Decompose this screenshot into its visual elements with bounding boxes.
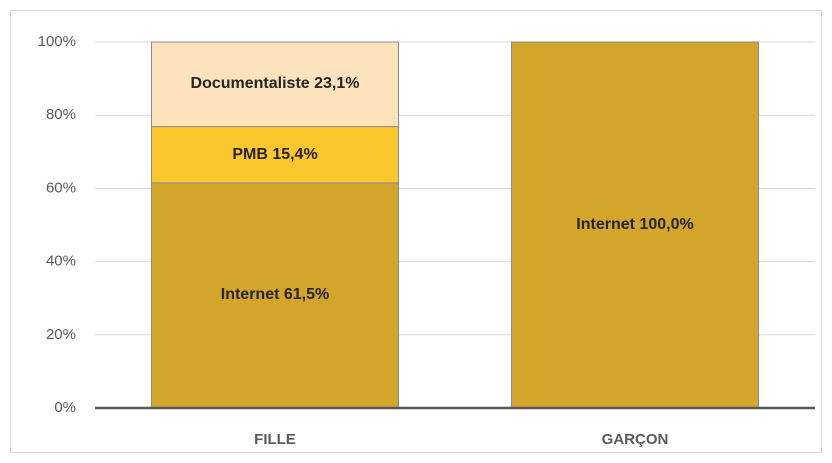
y-tick-label: 60% — [46, 179, 76, 196]
y-tick-label: 0% — [54, 399, 76, 416]
data-label: Documentaliste 23,1% — [190, 75, 360, 93]
bar-segment — [511, 41, 759, 409]
y-tick-label: 80% — [46, 106, 76, 123]
y-tick-label: 100% — [38, 33, 76, 50]
bar-segment — [151, 41, 399, 128]
x-tick-label: GARÇON — [602, 431, 669, 448]
y-tick-label: 20% — [46, 326, 76, 343]
y-tick-label: 40% — [46, 253, 76, 270]
data-label: Internet 100,0% — [576, 216, 694, 233]
bar-segment — [151, 126, 399, 184]
data-label: Internet 61,5% — [220, 286, 330, 304]
bar-segment — [151, 182, 399, 409]
data-label: PMB 15,4% — [232, 145, 318, 163]
x-tick-label: FILLE — [254, 431, 296, 448]
